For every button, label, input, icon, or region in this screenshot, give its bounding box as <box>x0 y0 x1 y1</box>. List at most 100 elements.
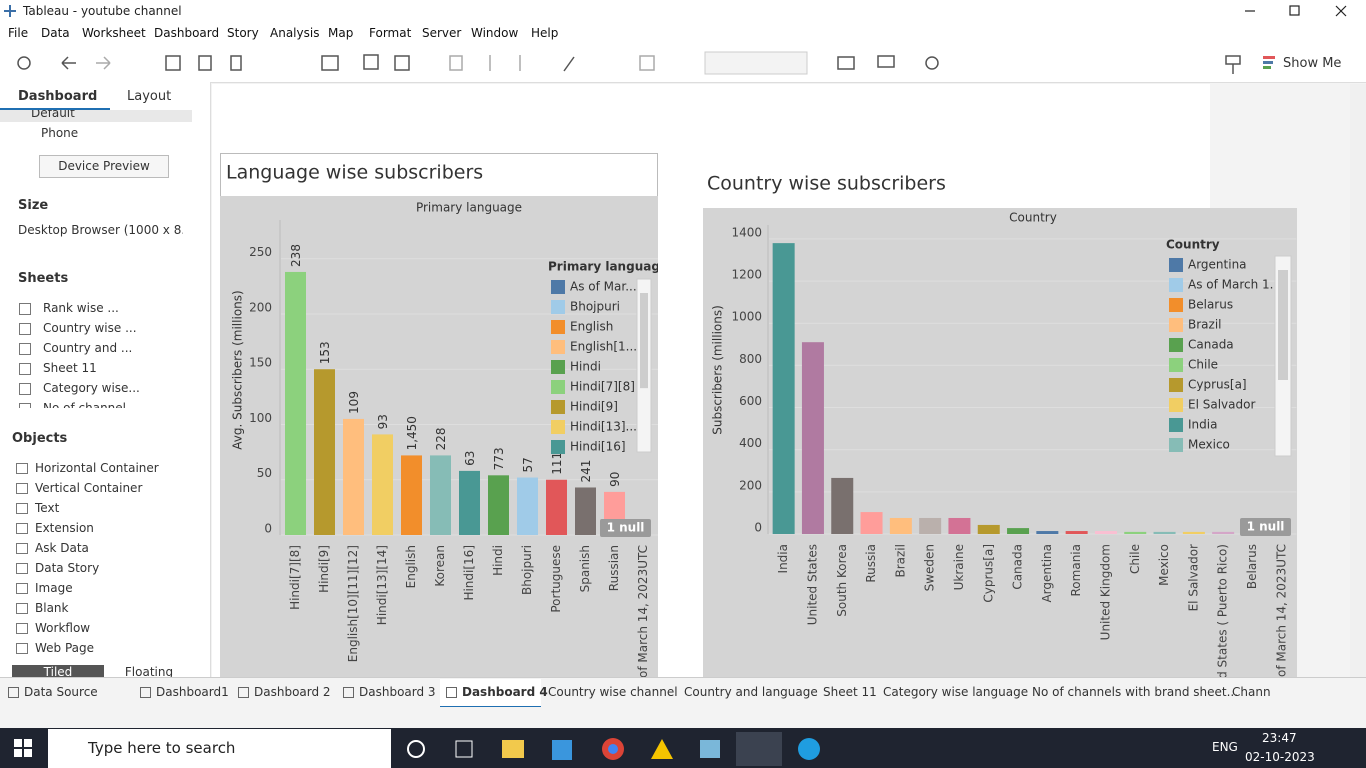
legend-swatch[interactable] <box>1169 378 1183 392</box>
legend-label[interactable]: Brazil <box>1188 318 1222 332</box>
object-item[interactable]: Blank <box>35 601 69 615</box>
bar[interactable] <box>343 418 364 535</box>
legend-label[interactable]: El Salvador <box>1188 398 1255 412</box>
layout-mode[interactable]: Tiled <box>12 665 104 680</box>
null-indicator-label[interactable]: 1 null <box>607 521 645 535</box>
legend-swatch[interactable] <box>551 340 565 354</box>
size-dropdown[interactable]: Desktop Browser (1000 x 8... <box>18 223 183 237</box>
layout-mode[interactable]: Floating <box>124 665 174 679</box>
legend-label[interactable]: English <box>570 320 613 334</box>
bar[interactable] <box>860 512 883 534</box>
sheet-tab[interactable]: Chann <box>1232 685 1270 699</box>
legend-swatch[interactable] <box>551 320 565 334</box>
device-row[interactable]: Default <box>0 110 192 122</box>
legend-label[interactable]: As of Mar... <box>570 280 637 294</box>
bar[interactable] <box>314 369 335 535</box>
sheet-item[interactable]: No of channel... <box>43 401 138 408</box>
legend-label[interactable]: As of March 1... <box>1188 278 1281 292</box>
sheet-tab[interactable]: Dashboard 3 <box>359 685 436 699</box>
legend-swatch[interactable] <box>551 280 565 294</box>
bar[interactable] <box>575 487 596 535</box>
sheet-tab[interactable]: Country and language <box>684 685 818 699</box>
device[interactable]: Phone <box>41 126 79 140</box>
menu-item[interactable]: Story <box>227 26 259 40</box>
legend-swatch[interactable] <box>551 360 565 374</box>
object-item[interactable]: Workflow <box>35 621 91 635</box>
null-indicator[interactable] <box>600 519 651 537</box>
legend-swatch[interactable] <box>551 440 565 454</box>
legend-swatch[interactable] <box>551 380 565 394</box>
legend-scroll-thumb[interactable] <box>640 293 648 389</box>
legend-swatch[interactable] <box>1169 278 1183 292</box>
object-item[interactable]: Text <box>35 501 60 515</box>
search-box[interactable] <box>48 729 391 768</box>
bar[interactable] <box>1007 528 1030 534</box>
sidebar-tab[interactable]: Dashboard <box>18 89 98 104</box>
legend-label[interactable]: Canada <box>1188 338 1234 352</box>
legend-swatch[interactable] <box>1169 358 1183 372</box>
menu-item[interactable]: Dashboard <box>154 26 220 40</box>
object-item[interactable]: Image <box>35 581 73 595</box>
bar[interactable] <box>948 517 971 534</box>
menu-item[interactable]: Server <box>422 26 462 40</box>
bar[interactable] <box>285 271 306 535</box>
object-item[interactable]: Ask Data <box>35 541 89 555</box>
sheet-tab[interactable]: No of channels with brand sheet... <box>1032 685 1239 699</box>
bar[interactable] <box>801 342 824 534</box>
sheet-item[interactable]: Country and ... <box>43 341 133 355</box>
legend-swatch[interactable] <box>1169 318 1183 332</box>
sidebar-tab[interactable]: Layout <box>127 89 172 104</box>
menu-item[interactable]: File <box>8 26 29 40</box>
bar[interactable] <box>1212 531 1235 534</box>
menu-item[interactable]: Worksheet <box>82 26 146 40</box>
bar[interactable] <box>889 517 912 534</box>
taskbar-apps[interactable] <box>400 732 830 766</box>
bar[interactable] <box>919 517 942 534</box>
legend-label[interactable]: India <box>1188 418 1217 432</box>
null-indicator-label[interactable]: 1 null <box>1247 520 1285 534</box>
legend-label[interactable]: Belarus <box>1188 298 1233 312</box>
bar[interactable] <box>1094 531 1117 534</box>
legend-swatch[interactable] <box>1169 398 1183 412</box>
legend-scroll-thumb[interactable] <box>1278 270 1288 380</box>
sheet-tab[interactable]: Dashboard1 <box>156 685 229 699</box>
legend-label[interactable]: English[1... <box>570 340 637 354</box>
window-controls[interactable] <box>1230 0 1366 22</box>
legend-label[interactable]: Mexico <box>1188 438 1230 452</box>
bar[interactable] <box>977 524 1000 534</box>
bar[interactable] <box>1182 531 1205 534</box>
device[interactable]: Default <box>31 110 75 120</box>
legend-swatch[interactable] <box>551 400 565 414</box>
clock-time[interactable]: 23:47 <box>1262 731 1297 745</box>
bar[interactable] <box>831 477 854 534</box>
sheet-item[interactable]: Country wise ... <box>43 321 137 335</box>
legend-label[interactable]: Hindi[7][8] <box>570 380 635 394</box>
legend-swatch[interactable] <box>1169 258 1183 272</box>
menu-item[interactable]: Help <box>531 26 559 40</box>
legend-swatch[interactable] <box>1169 438 1183 452</box>
legend-swatch[interactable] <box>551 300 565 314</box>
scrollbar[interactable] <box>1350 84 1366 677</box>
legend-label[interactable]: Argentina <box>1188 258 1247 272</box>
sheet-tab[interactable]: Category wise language <box>883 685 1029 699</box>
legend-label[interactable]: Cyprus[a] <box>1188 378 1247 392</box>
legend-label[interactable]: Hindi[9] <box>570 400 618 414</box>
legend-label[interactable]: Hindi[13]... <box>570 420 637 434</box>
search-placeholder[interactable]: Type here to search <box>88 739 236 757</box>
menu-item[interactable]: Analysis <box>270 26 320 40</box>
language[interactable]: ENG <box>1212 740 1238 754</box>
null-indicator[interactable] <box>1240 518 1291 536</box>
menu-item[interactable]: Data <box>41 26 70 40</box>
sheet-item[interactable]: Rank wise ... <box>43 301 119 315</box>
bar[interactable] <box>546 479 567 535</box>
sheet-item[interactable]: Category wise... <box>43 381 140 395</box>
bar[interactable] <box>459 470 480 535</box>
device-preview-button[interactable]: Device Preview <box>39 155 169 178</box>
sheet-tab[interactable]: Dashboard 4 <box>462 685 548 699</box>
legend-label[interactable]: Chile <box>1188 358 1218 372</box>
sheet-tab[interactable]: Country wise channel <box>548 685 678 699</box>
bar[interactable] <box>372 434 393 535</box>
menu-item[interactable]: Map <box>328 26 354 40</box>
object-item[interactable]: Data Story <box>35 561 100 575</box>
bar[interactable] <box>1036 531 1059 534</box>
